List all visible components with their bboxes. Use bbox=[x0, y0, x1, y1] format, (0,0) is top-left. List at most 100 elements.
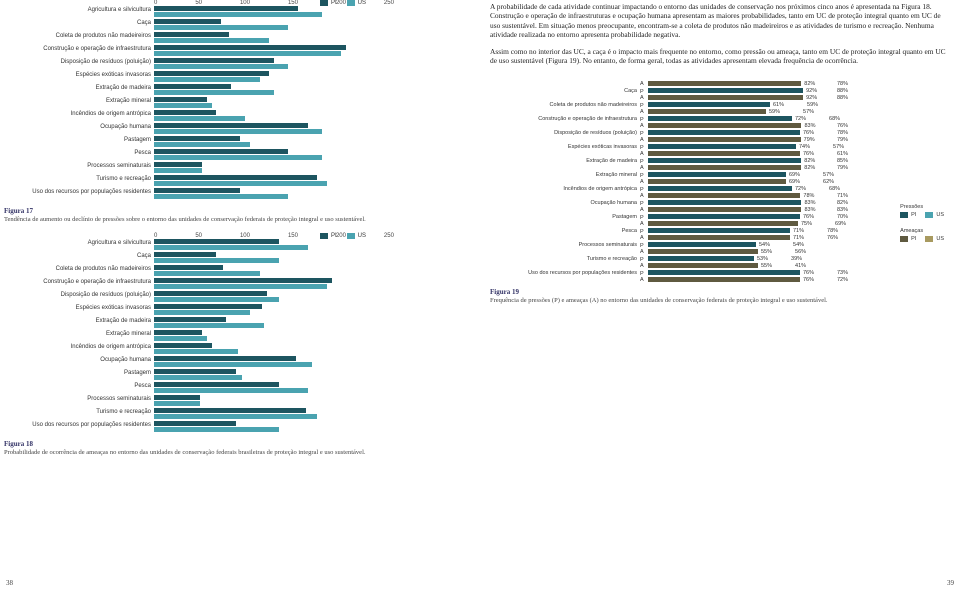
sub-a: A bbox=[640, 263, 648, 269]
bar-pi bbox=[154, 421, 236, 426]
sub-a: A bbox=[640, 277, 648, 283]
bar-pi bbox=[648, 207, 801, 212]
pressao-pair: 92%88% bbox=[648, 88, 848, 94]
bar-group bbox=[154, 84, 394, 96]
ameaca-pair: 55%56% bbox=[648, 249, 848, 255]
category-label: Construção e operação de infraestrutura bbox=[490, 116, 640, 130]
sublabels: A bbox=[640, 74, 648, 88]
chart-row: Uso dos recursos por populações resident… bbox=[490, 270, 950, 284]
pct-us: 85% bbox=[837, 158, 848, 164]
category-label: Pesca bbox=[490, 228, 640, 242]
chart-row: Coleta de produtos não madeireiros bbox=[4, 265, 474, 278]
pct-us: 82% bbox=[837, 200, 848, 206]
chart-row: Pastagem bbox=[4, 369, 474, 382]
pct-us: 79% bbox=[837, 165, 848, 171]
bar-group: 76%78%79%79% bbox=[648, 130, 848, 144]
category-label bbox=[490, 74, 640, 88]
bar-group bbox=[154, 239, 394, 251]
chart-row: Uso dos recursos por populações resident… bbox=[4, 421, 474, 434]
pressao-us-swatch bbox=[925, 212, 933, 218]
bar-pi bbox=[154, 278, 332, 283]
bar-pi bbox=[648, 123, 801, 128]
pct-pi: 82% bbox=[804, 158, 815, 164]
pressao-pair: 69%57% bbox=[648, 172, 848, 178]
pct-pi: 74% bbox=[799, 144, 810, 150]
bar-group bbox=[154, 265, 394, 277]
chart-row: Construção e operação de infraestrutura bbox=[4, 278, 474, 291]
category-label: Ocupação humana bbox=[490, 200, 640, 214]
sub-a: A bbox=[640, 123, 648, 129]
bar-us bbox=[154, 129, 322, 134]
legend-us-label: US bbox=[358, 233, 366, 239]
sub-a: A bbox=[640, 151, 648, 157]
ameaca-us-swatch bbox=[925, 236, 933, 242]
pct-pi: 69% bbox=[789, 172, 800, 178]
category-label: Turismo e recreação bbox=[4, 408, 154, 415]
bar-us bbox=[154, 245, 308, 250]
page-number-right: 39 bbox=[947, 579, 954, 587]
chart-row: Extração mineral bbox=[4, 97, 474, 110]
category-label: Espécies exóticas invasoras bbox=[4, 71, 154, 78]
bar-pi bbox=[648, 235, 790, 240]
category-label: Pastagem bbox=[490, 214, 640, 228]
category-label: Caça bbox=[4, 252, 154, 259]
pct-us: 78% bbox=[837, 130, 848, 136]
fig18-rows: Agricultura e silviculturaCaçaColeta de … bbox=[4, 239, 474, 434]
pct-pi: 71% bbox=[793, 228, 804, 234]
pct-pi: 54% bbox=[759, 242, 770, 248]
pct-us: 41% bbox=[795, 263, 806, 269]
bar-pi bbox=[154, 58, 274, 63]
bar-pi bbox=[154, 162, 202, 167]
bar-pi bbox=[154, 32, 229, 37]
bar-us bbox=[154, 181, 327, 186]
bar-pi bbox=[648, 179, 786, 184]
chart-row: Extração mineralPA69%57%69%62% bbox=[490, 172, 950, 186]
bar-pi bbox=[648, 242, 756, 247]
chart-row: Pesca bbox=[4, 149, 474, 162]
bar-pi bbox=[648, 256, 754, 261]
pct-pi: 76% bbox=[803, 151, 814, 157]
pct-us: 88% bbox=[837, 95, 848, 101]
bar-pi bbox=[154, 382, 279, 387]
sub-a: A bbox=[640, 193, 648, 199]
bar-pi bbox=[154, 317, 226, 322]
pct-us: 70% bbox=[837, 214, 848, 220]
sub-a: A bbox=[640, 81, 648, 87]
chart-row: Ocupação humana bbox=[4, 123, 474, 136]
bar-group bbox=[154, 382, 394, 394]
fig18-chart: PI US 050100150200250 Agricultura e silv… bbox=[4, 233, 474, 434]
pct-us: 69% bbox=[835, 221, 846, 227]
bar-pi bbox=[154, 19, 221, 24]
pct-pi: 92% bbox=[806, 95, 817, 101]
bar-group bbox=[154, 175, 394, 187]
pct-us: 72% bbox=[837, 277, 848, 283]
pct-pi: 76% bbox=[803, 277, 814, 283]
bar-group: 72%68%78%71% bbox=[648, 186, 848, 200]
pct-us: 59% bbox=[807, 102, 818, 108]
bar-us bbox=[154, 310, 250, 315]
pressao-pair: 76%70% bbox=[648, 214, 848, 220]
pct-us: 73% bbox=[837, 270, 848, 276]
pct-us: 68% bbox=[829, 186, 840, 192]
chart-row: PastagemPA76%70%75%69% bbox=[490, 214, 950, 228]
bar-group bbox=[154, 291, 394, 303]
bar-pi bbox=[154, 123, 308, 128]
pct-pi: 53% bbox=[757, 256, 768, 262]
chart-row: Extração mineral bbox=[4, 330, 474, 343]
pressao-pair: 71%78% bbox=[648, 228, 848, 234]
bar-pi bbox=[154, 252, 216, 257]
bar-us bbox=[154, 375, 242, 380]
bar-pi bbox=[648, 193, 800, 198]
bar-group bbox=[154, 188, 394, 200]
bar-group: 71%78%71%76% bbox=[648, 228, 848, 242]
bar-group bbox=[154, 369, 394, 381]
category-label: Processos seminaturais bbox=[4, 162, 154, 169]
ameaca-pair: 82%78% bbox=[648, 81, 848, 87]
bar-pi bbox=[648, 186, 792, 191]
bar-pi bbox=[154, 343, 212, 348]
sublabels: PA bbox=[640, 228, 648, 242]
fig17-rows: Agricultura e silviculturaCaçaColeta de … bbox=[4, 6, 474, 201]
pressao-pair: 76%73% bbox=[648, 270, 848, 276]
sub-a: A bbox=[640, 165, 648, 171]
bar-pi bbox=[154, 175, 317, 180]
